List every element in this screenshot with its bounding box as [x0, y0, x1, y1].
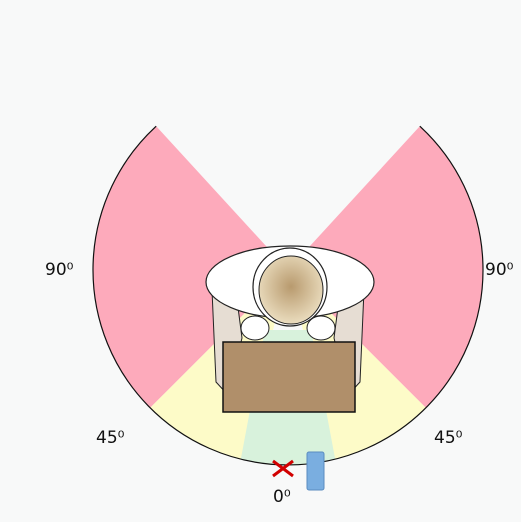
zone-90-left: [92, 126, 288, 408]
angle-label: 90⁰: [45, 260, 74, 280]
angle-label: 0⁰: [273, 487, 291, 507]
zone-90-right: [288, 126, 484, 408]
angle-label: 90⁰: [485, 260, 514, 280]
left-hand: [240, 315, 270, 341]
head: [258, 255, 324, 325]
angle-label: 45⁰: [434, 428, 463, 448]
x-marker: [272, 459, 294, 478]
angle-label: 45⁰: [96, 428, 125, 448]
box: [222, 341, 356, 413]
blue-marker: [306, 451, 325, 491]
